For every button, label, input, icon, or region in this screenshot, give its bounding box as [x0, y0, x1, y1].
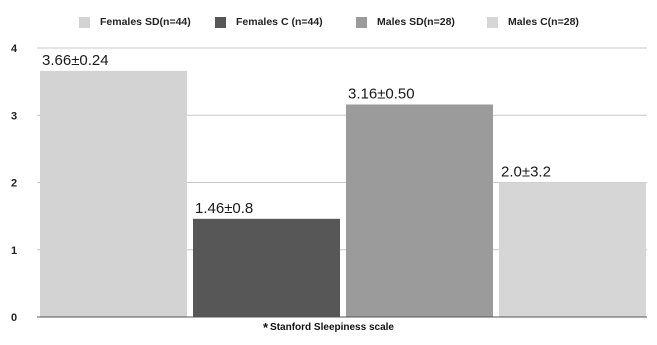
y-tick-label: 4 [11, 43, 18, 55]
legend-swatch-females-sd [79, 16, 90, 28]
legend-swatch-males-c [487, 16, 498, 28]
legend-label-males-sd: Males SD(n=28) [377, 16, 455, 28]
bar-4 [499, 182, 646, 317]
bar-1 [40, 70, 187, 318]
legend-label-females-c: Females C (n=44) [236, 16, 323, 28]
y-tick-label: 3 [11, 110, 17, 122]
y-tick-label: 0 [11, 312, 17, 324]
legend-label-males-c: Males C(n=28) [508, 16, 579, 28]
legend-item-females-c: Females C (n=44) [215, 16, 323, 28]
bar-2 [193, 218, 340, 317]
y-tick-label: 2 [11, 178, 17, 190]
bar-3 [346, 104, 493, 318]
legend-label-females-sd: Females SD(n=44) [100, 16, 191, 28]
data-label-1: 3.66±0.24 [42, 52, 109, 69]
data-label-3: 3.16±0.50 [348, 85, 415, 102]
footnote-marker: * [262, 320, 269, 335]
footnote: * Stanford Sleepiness scale [0, 320, 657, 335]
legend-swatch-females-c [215, 16, 226, 28]
legend: Females SD(n=44) Females C (n=44) Males … [0, 16, 657, 36]
data-label-4: 2.0±3.2 [501, 164, 551, 181]
data-label-2: 1.46±0.8 [195, 200, 253, 217]
legend-item-males-sd: Males SD(n=28) [356, 16, 455, 28]
legend-item-males-c: Males C(n=28) [487, 16, 579, 28]
y-tick-label: 1 [11, 245, 17, 257]
legend-item-females-sd: Females SD(n=44) [79, 16, 191, 28]
footnote-text: Stanford Sleepiness scale [270, 322, 394, 333]
legend-swatch-males-sd [356, 16, 367, 28]
